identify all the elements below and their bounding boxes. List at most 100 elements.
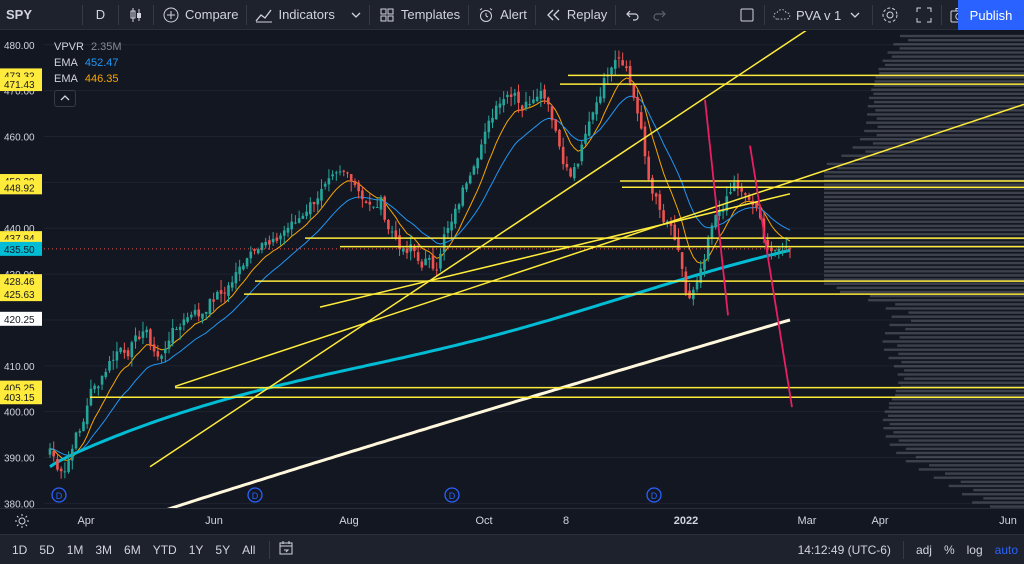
legend-collapse-button[interactable] <box>54 90 76 107</box>
sun-settings-icon[interactable] <box>14 513 30 532</box>
dividend-marker: D <box>646 487 662 503</box>
undo-button[interactable] <box>616 0 650 30</box>
alert-button[interactable]: Alert <box>469 0 535 30</box>
x-tick-label: Oct <box>475 515 493 527</box>
candle-body <box>539 90 543 99</box>
volume-profile-bar <box>873 84 1024 87</box>
trend-lines <box>149 31 1024 468</box>
volume-profile-bar <box>826 162 1024 166</box>
range-6m[interactable]: 6M <box>124 542 141 557</box>
candle-body <box>372 206 375 208</box>
price-badge: 420.25 <box>0 311 42 326</box>
legend-ema-1[interactable]: EMA 452.47 <box>54 55 122 71</box>
volume-profile-bar <box>885 307 1024 310</box>
price-badge-label: 405.25 <box>4 384 35 395</box>
redo-button[interactable] <box>650 0 676 30</box>
fullscreen-button[interactable] <box>907 0 941 30</box>
candle-body <box>286 227 290 233</box>
candle-body <box>773 249 777 251</box>
volume-profile-bar <box>989 505 1024 508</box>
templates-button[interactable]: Templates <box>370 0 468 30</box>
settings-button[interactable] <box>873 0 907 30</box>
candle-body <box>234 272 238 284</box>
range-5y[interactable]: 5Y <box>215 542 231 557</box>
indicators-dropdown[interactable] <box>343 0 369 30</box>
candle-body <box>383 196 386 220</box>
candle-body <box>580 144 584 162</box>
candle-body <box>85 405 89 425</box>
range-3m[interactable]: 3M <box>95 542 113 557</box>
volume-profile-bar <box>824 224 1024 228</box>
candle-body <box>435 269 439 271</box>
layout-select[interactable]: PVA v 1 <box>765 0 872 30</box>
candle-body <box>156 351 160 357</box>
candle-body <box>104 371 108 377</box>
price-badge-label: 420.25 <box>4 315 35 326</box>
candle-body <box>111 359 115 361</box>
adj-toggle[interactable]: adj <box>915 543 932 557</box>
candle-body <box>82 421 85 432</box>
volume-profile-bar <box>889 323 1024 327</box>
volume-profile-bar <box>824 175 1024 178</box>
bottom-toolbar: 1D 5D 1M 3M 6M YTD 1Y 5Y All 14:12:49 (U… <box>0 534 1024 564</box>
candle-body <box>744 193 747 195</box>
candle-body <box>684 271 688 294</box>
price-axis[interactable]: 480.00470.00460.00450.00440.00430.00420.… <box>0 31 44 508</box>
price-badge: 425.63 <box>0 287 42 302</box>
candle-body <box>249 251 253 259</box>
candle-body <box>245 258 249 267</box>
alarm-clock-icon <box>477 6 495 24</box>
range-5d[interactable]: 5D <box>39 542 55 557</box>
legend-ema-1-value: 452.47 <box>84 57 119 69</box>
volume-profile-bar <box>824 241 1024 244</box>
percent-toggle[interactable]: % <box>943 543 955 557</box>
candle-body <box>201 313 204 319</box>
range-1m[interactable]: 1M <box>66 542 84 557</box>
candle-body <box>242 265 245 270</box>
candle-body <box>175 329 178 331</box>
symbol-search[interactable]: SPY <box>6 7 33 22</box>
log-toggle[interactable]: log <box>966 543 983 557</box>
legend-ema-2[interactable]: EMA 446.35 <box>54 71 122 87</box>
x-tick-label: Jun <box>999 515 1017 527</box>
candle-body <box>178 326 182 330</box>
clock-time[interactable]: 14:12:49 (UTC-6) <box>797 543 891 557</box>
replay-button[interactable]: Replay <box>536 0 615 30</box>
candle-body <box>126 350 130 357</box>
candle-body <box>338 171 342 173</box>
price-badge-label: 473.32 <box>4 71 35 82</box>
volume-profile <box>824 34 1024 508</box>
dividend-circle <box>247 487 263 503</box>
interval-button[interactable]: D <box>95 7 106 22</box>
volume-profile-bar <box>948 484 1024 488</box>
price-badge: 448.92 <box>0 180 42 195</box>
candle-body <box>312 201 316 205</box>
chart-type-button[interactable] <box>119 0 153 30</box>
candle-body <box>788 248 792 250</box>
publish-button[interactable]: Publish <box>958 0 1024 30</box>
dividend-label: D <box>252 491 259 501</box>
fullscreen-toggle-button[interactable] <box>730 0 764 30</box>
candle-body <box>602 78 606 99</box>
range-1d[interactable]: 1D <box>12 542 28 557</box>
volume-profile-bar <box>898 439 1024 442</box>
candle-body <box>309 202 312 215</box>
cloud-icon <box>773 6 791 24</box>
price-badge-label: 403.15 <box>4 393 35 404</box>
range-all[interactable]: All <box>242 542 256 557</box>
candle-body <box>227 285 230 296</box>
range-1y[interactable]: 1Y <box>188 542 204 557</box>
candle-body <box>628 66 632 83</box>
layout-name: PVA v 1 <box>796 7 842 23</box>
indicators-button[interactable]: Indicators <box>247 0 342 30</box>
time-axis[interactable]: Apr Jun Aug Oct 8 2022 Mar Apr Jun <box>0 508 1024 534</box>
range-ytd[interactable]: YTD <box>152 542 177 557</box>
candle-body <box>595 102 598 115</box>
date-range-icon[interactable] <box>278 540 294 559</box>
legend-vpvr[interactable]: VPVR 2.35M <box>54 39 122 55</box>
compare-button[interactable]: Compare <box>154 0 246 30</box>
auto-toggle[interactable]: auto <box>994 543 1018 557</box>
candle-body <box>610 67 613 75</box>
